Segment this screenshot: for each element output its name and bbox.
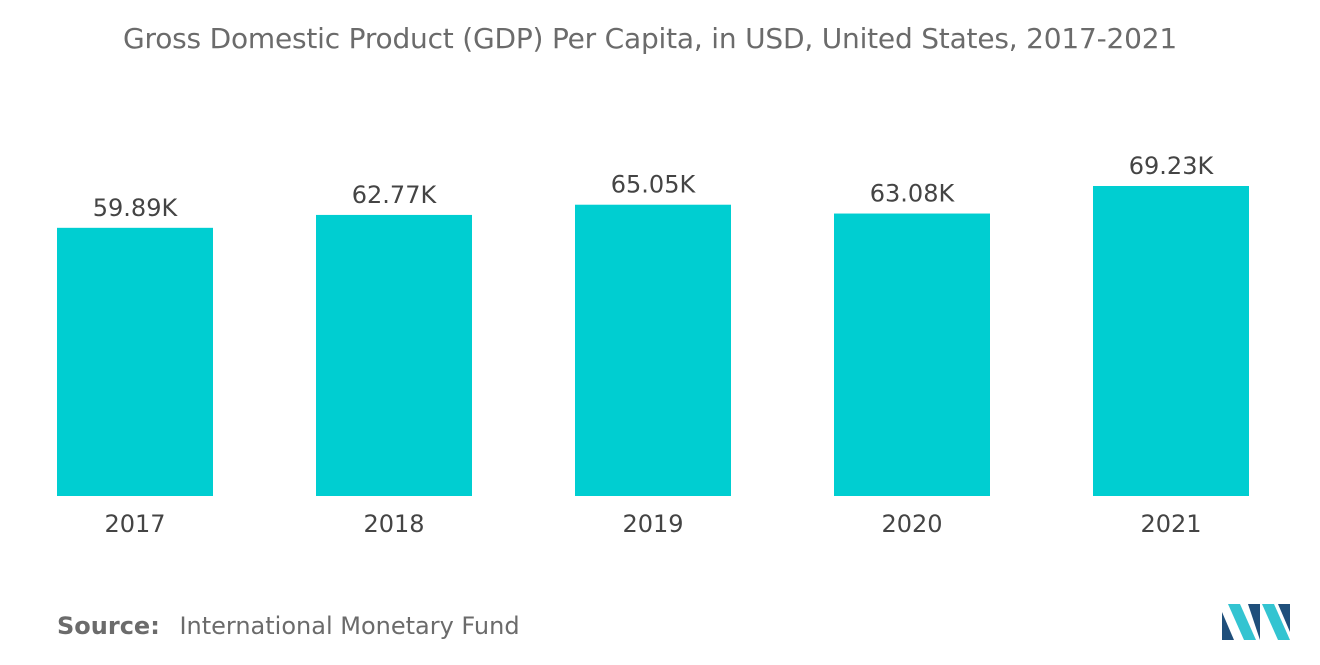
x-tick-label-2020: 2020 <box>881 510 942 538</box>
bar-2017 <box>57 227 213 496</box>
data-label-2021: 69.23K <box>1129 152 1215 180</box>
bar-2020 <box>834 213 990 496</box>
bar-2021 <box>1093 186 1249 496</box>
data-label-2017: 59.89K <box>93 194 179 222</box>
source-label: Source: <box>57 612 160 640</box>
x-tick-label-2021: 2021 <box>1140 510 1201 538</box>
x-tick-label-2018: 2018 <box>363 510 424 538</box>
brand-logo-icon <box>1222 604 1290 640</box>
data-label-2019: 65.05K <box>611 171 697 199</box>
source-text: International Monetary Fund <box>179 612 520 640</box>
x-tick-label-2019: 2019 <box>622 510 683 538</box>
source-note: Source: International Monetary Fund <box>57 612 520 640</box>
bar-2019 <box>575 204 731 496</box>
bar-2018 <box>316 214 472 497</box>
data-label-2018: 62.77K <box>352 181 438 209</box>
chart-title: Gross Domestic Product (GDP) Per Capita,… <box>123 22 1177 55</box>
data-label-2020: 63.08K <box>870 180 956 208</box>
x-tick-label-2017: 2017 <box>104 510 165 538</box>
